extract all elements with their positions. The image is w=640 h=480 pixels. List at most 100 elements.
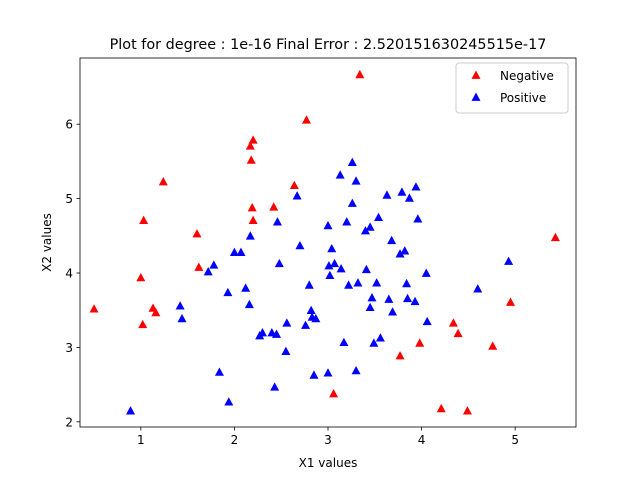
point-positive-21 <box>282 318 292 327</box>
point-positive-32 <box>324 261 334 270</box>
point-positive-55 <box>382 190 392 199</box>
point-positive-43 <box>351 176 361 185</box>
x-tick-label: 1 <box>137 433 145 447</box>
point-positive-38 <box>339 337 349 347</box>
x-tick-label: 5 <box>511 433 519 447</box>
point-negative-11 <box>247 203 257 212</box>
point-negative-5 <box>151 307 161 317</box>
point-positive-19 <box>274 258 284 268</box>
legend-label-positive: Positive <box>500 91 546 105</box>
point-positive-65 <box>410 296 420 306</box>
point-positive-1 <box>175 301 185 310</box>
point-negative-26 <box>505 297 515 306</box>
y-tick-label: 3 <box>65 341 73 355</box>
point-positive-7 <box>224 397 234 406</box>
x-axis-ticks: 1 2 3 4 5 <box>137 427 519 447</box>
point-negative-15 <box>289 180 299 190</box>
y-axis-label: X2 values <box>40 213 54 272</box>
legend-marker-positive <box>471 92 481 101</box>
point-positive-3 <box>203 267 213 276</box>
point-positive-50 <box>367 293 377 302</box>
point-positive-23 <box>295 240 305 250</box>
point-negative-21 <box>436 403 446 413</box>
point-positive-49 <box>365 222 375 231</box>
point-positive-71 <box>504 256 514 265</box>
point-positive-10 <box>241 283 251 292</box>
point-positive-46 <box>360 226 370 235</box>
point-positive-12 <box>245 231 255 240</box>
point-positive-51 <box>369 338 379 347</box>
point-positive-0 <box>126 406 136 415</box>
legend-box <box>455 62 569 114</box>
point-negative-25 <box>488 341 498 350</box>
point-negative-7 <box>192 229 202 238</box>
y-tick-label: 4 <box>65 267 73 281</box>
point-negative-12 <box>248 135 258 144</box>
point-positive-35 <box>330 258 340 268</box>
point-positive-33 <box>325 270 335 280</box>
point-negative-13 <box>248 215 258 225</box>
point-negative-27 <box>550 232 560 242</box>
point-positive-30 <box>323 368 333 377</box>
point-negative-19 <box>395 351 405 360</box>
point-positive-9 <box>236 247 246 256</box>
y-tick-label: 6 <box>65 118 73 132</box>
point-positive-37 <box>336 264 346 273</box>
point-positive-14 <box>257 328 267 337</box>
point-positive-67 <box>413 214 423 223</box>
point-positive-66 <box>411 182 421 191</box>
point-negative-6 <box>158 176 168 186</box>
plot-marks <box>89 69 560 415</box>
point-negative-17 <box>329 389 339 398</box>
point-positive-44 <box>351 365 361 375</box>
point-positive-68 <box>421 268 431 277</box>
point-positive-54 <box>375 333 385 342</box>
point-positive-45 <box>353 278 363 287</box>
point-positive-62 <box>402 278 412 288</box>
point-negative-16 <box>301 115 311 124</box>
point-positive-56 <box>384 294 394 303</box>
point-positive-17 <box>272 329 282 338</box>
point-positive-16 <box>270 382 280 391</box>
x-tick-label: 3 <box>324 433 332 447</box>
point-positive-6 <box>223 287 233 297</box>
point-negative-1 <box>136 272 146 282</box>
point-positive-36 <box>335 170 345 179</box>
point-positive-24 <box>301 320 311 329</box>
point-negative-2 <box>138 319 148 329</box>
y-axis-ticks: 2 3 4 5 6 <box>65 118 80 429</box>
point-negative-23 <box>453 328 463 338</box>
point-positive-47 <box>361 264 371 274</box>
x-axis-label: X1 values <box>299 456 358 470</box>
y-tick-label: 2 <box>65 415 73 429</box>
x-tick-label: 2 <box>231 433 239 447</box>
x-tick-label: 4 <box>418 433 426 447</box>
point-positive-41 <box>347 198 357 207</box>
point-positive-60 <box>397 187 407 196</box>
point-positive-11 <box>244 299 254 309</box>
point-positive-28 <box>309 370 319 379</box>
point-negative-22 <box>448 318 458 327</box>
point-positive-61 <box>400 246 410 255</box>
point-positive-58 <box>388 307 398 316</box>
point-positive-26 <box>306 305 316 315</box>
chart-title: Plot for degree : 1e-16 Final Error : 2.… <box>110 37 547 53</box>
point-positive-53 <box>374 212 384 222</box>
point-negative-0 <box>89 304 99 313</box>
point-positive-31 <box>323 220 333 230</box>
point-negative-3 <box>139 215 149 225</box>
point-positive-25 <box>304 280 314 289</box>
legend-marker-negative <box>471 70 481 79</box>
point-negative-18 <box>355 69 365 79</box>
point-positive-34 <box>327 243 337 253</box>
point-positive-29 <box>311 313 321 323</box>
point-positive-70 <box>473 284 483 293</box>
point-negative-20 <box>415 338 425 347</box>
point-negative-24 <box>462 406 472 415</box>
point-positive-8 <box>229 247 239 256</box>
point-positive-64 <box>404 193 414 202</box>
point-negative-10 <box>246 155 256 164</box>
point-positive-22 <box>292 191 302 200</box>
